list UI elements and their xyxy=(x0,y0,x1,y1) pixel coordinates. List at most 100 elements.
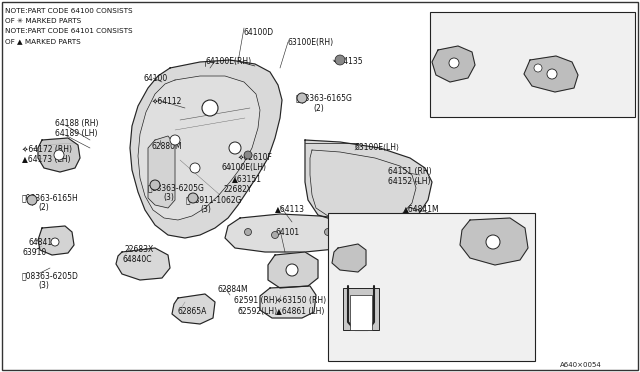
Text: 64100: 64100 xyxy=(143,74,167,83)
Circle shape xyxy=(229,142,241,154)
Text: 62865A: 62865A xyxy=(178,307,207,316)
Text: 62591 (RH): 62591 (RH) xyxy=(234,296,278,305)
Text: ▲27450X: ▲27450X xyxy=(345,255,380,264)
Text: (3): (3) xyxy=(163,193,174,202)
Text: 23772E: 23772E xyxy=(543,38,572,47)
Text: Ⓝ08363-6205G: Ⓝ08363-6205G xyxy=(148,183,205,192)
Polygon shape xyxy=(225,214,360,252)
Polygon shape xyxy=(460,218,528,265)
Text: ✧64172 (RH): ✧64172 (RH) xyxy=(22,145,72,154)
Text: 64841U: 64841U xyxy=(28,238,58,247)
Text: ✧63150 (RH): ✧63150 (RH) xyxy=(276,296,326,305)
Text: 64189 (LH): 64189 (LH) xyxy=(55,129,97,138)
Polygon shape xyxy=(524,56,578,92)
Text: Ⓢ23772F: Ⓢ23772F xyxy=(535,65,568,74)
Circle shape xyxy=(531,21,537,27)
Circle shape xyxy=(170,135,180,145)
Bar xyxy=(350,295,372,330)
Text: 64060E: 64060E xyxy=(355,245,384,254)
Circle shape xyxy=(533,65,539,71)
Polygon shape xyxy=(268,252,318,288)
Circle shape xyxy=(324,228,332,235)
Text: 64870U: 64870U xyxy=(444,80,474,89)
Text: ▲64841M: ▲64841M xyxy=(403,204,440,213)
Circle shape xyxy=(51,238,59,246)
Circle shape xyxy=(150,180,160,190)
Polygon shape xyxy=(116,248,170,280)
Polygon shape xyxy=(38,138,80,172)
Bar xyxy=(343,288,379,330)
Text: (3): (3) xyxy=(200,205,211,214)
Text: 64152 (LH): 64152 (LH) xyxy=(388,177,431,186)
Text: 63910: 63910 xyxy=(22,248,46,257)
Text: A640×0054: A640×0054 xyxy=(560,362,602,368)
Text: ✧64870F: ✧64870F xyxy=(451,38,486,47)
Text: 62592(LH): 62592(LH) xyxy=(238,307,278,316)
Text: Ⓝ08363-6165G: Ⓝ08363-6165G xyxy=(296,93,353,102)
Circle shape xyxy=(335,55,345,65)
Polygon shape xyxy=(148,136,175,208)
Text: (3): (3) xyxy=(38,281,49,290)
Text: ✧64135: ✧64135 xyxy=(333,57,364,66)
Text: VG30(SF,GL): VG30(SF,GL) xyxy=(438,90,486,99)
Circle shape xyxy=(337,234,344,241)
Circle shape xyxy=(525,26,531,33)
Text: NOTE:PART CODE 64101 CONSISTS: NOTE:PART CODE 64101 CONSISTS xyxy=(5,28,132,34)
Text: 64100E(RH): 64100E(RH) xyxy=(205,57,251,66)
Text: ✧62610F: ✧62610F xyxy=(238,153,273,162)
Circle shape xyxy=(447,41,453,47)
Text: 63100E⟨LH⟩: 63100E⟨LH⟩ xyxy=(355,143,400,152)
Text: 22683X: 22683X xyxy=(124,245,153,254)
Circle shape xyxy=(449,58,459,68)
Text: Ⓝ08363-6205D: Ⓝ08363-6205D xyxy=(22,271,79,280)
Text: 64101: 64101 xyxy=(276,228,300,237)
Text: Ⓝ08363-6165H: Ⓝ08363-6165H xyxy=(22,193,79,202)
Text: ▲64861 (LH): ▲64861 (LH) xyxy=(276,307,324,316)
Text: ✧64112: ✧64112 xyxy=(152,97,182,106)
Text: OF ✳ MARKED PARTS: OF ✳ MARKED PARTS xyxy=(5,18,81,24)
Polygon shape xyxy=(305,140,432,225)
Circle shape xyxy=(244,151,252,159)
Polygon shape xyxy=(38,226,74,255)
Text: 64882: 64882 xyxy=(348,285,372,294)
Text: 64100D: 64100D xyxy=(244,28,274,37)
Bar xyxy=(430,12,635,117)
Text: 22682Y: 22682Y xyxy=(224,185,253,194)
Polygon shape xyxy=(310,150,416,220)
Polygon shape xyxy=(260,286,316,318)
Circle shape xyxy=(190,163,200,173)
Text: 62880M: 62880M xyxy=(152,142,182,151)
Text: Ⓞ08911-1062G: Ⓞ08911-1062G xyxy=(186,195,243,204)
Polygon shape xyxy=(172,294,215,324)
Text: 64100E(LH): 64100E(LH) xyxy=(222,163,267,172)
Text: 64870: 64870 xyxy=(541,76,565,85)
Circle shape xyxy=(271,231,278,238)
Circle shape xyxy=(297,93,307,103)
Circle shape xyxy=(486,235,500,249)
Circle shape xyxy=(534,64,542,72)
Text: OF ▲ MARKED PARTS: OF ▲ MARKED PARTS xyxy=(5,38,81,44)
Text: ▲63151: ▲63151 xyxy=(232,174,262,183)
Text: 62884M: 62884M xyxy=(218,285,248,294)
Text: 64151 (RH): 64151 (RH) xyxy=(388,167,431,176)
Text: 64188 (RH): 64188 (RH) xyxy=(55,119,99,128)
Bar xyxy=(328,213,535,361)
Circle shape xyxy=(286,264,298,276)
Text: ▲64113: ▲64113 xyxy=(275,204,305,213)
Polygon shape xyxy=(332,244,366,272)
Text: (2): (2) xyxy=(38,203,49,212)
Text: 23772C: 23772C xyxy=(543,28,572,37)
Circle shape xyxy=(547,69,557,79)
Polygon shape xyxy=(138,76,260,220)
Text: 14951C: 14951C xyxy=(451,48,481,57)
Circle shape xyxy=(244,228,252,235)
Text: 63100E(RH): 63100E(RH) xyxy=(288,38,334,47)
Circle shape xyxy=(439,45,445,51)
Circle shape xyxy=(27,195,37,205)
Text: ▲64173 (LH): ▲64173 (LH) xyxy=(22,155,70,164)
Circle shape xyxy=(188,193,198,203)
Polygon shape xyxy=(432,46,475,82)
Text: NOTE:PART CODE 64100 CONSISTS: NOTE:PART CODE 64100 CONSISTS xyxy=(5,8,132,14)
Polygon shape xyxy=(130,60,282,238)
Text: 64840C: 64840C xyxy=(122,255,152,264)
